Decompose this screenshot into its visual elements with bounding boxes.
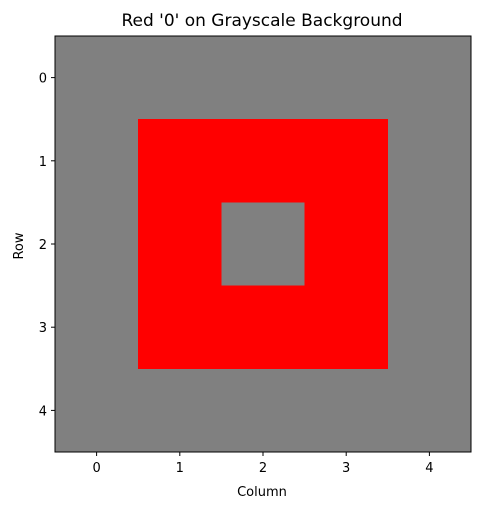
y-axis-label: Row <box>12 232 27 259</box>
y-tick-label: 1 <box>39 155 47 170</box>
x-tick-label: 0 <box>92 461 100 476</box>
heatmap-cell-r2-c0 <box>55 202 139 287</box>
heatmap-cell-r0-c4 <box>387 36 472 120</box>
heatmap-cell-r0-c1 <box>138 36 222 120</box>
heatmap-cell-r4-c3 <box>304 368 389 453</box>
heatmap-cell-r1-c3 <box>304 119 389 203</box>
x-tick-label: 2 <box>259 461 267 476</box>
heatmap-cell-r3-c4 <box>387 285 472 370</box>
heatmap-cell-r3-c2 <box>221 285 306 370</box>
y-tick-label: 3 <box>39 321 47 336</box>
y-axis-ticks: 0 1 2 3 4 <box>39 72 55 419</box>
chart-title: Red '0' on Grayscale Background <box>121 11 402 31</box>
heatmap-cell-r3-c3 <box>304 285 389 370</box>
heatmap-cell-r3-c0 <box>55 285 139 370</box>
y-tick-label: 4 <box>39 404 47 419</box>
x-tick-label: 3 <box>342 461 350 476</box>
heatmap-cell-r0-c3 <box>304 36 389 120</box>
y-tick-label: 0 <box>39 72 47 87</box>
heatmap-cell-r1-c2 <box>221 119 306 203</box>
heatmap-cell-r4-c1 <box>138 368 222 453</box>
heatmap-cells <box>55 36 472 453</box>
heatmap-cell-r2-c2 <box>221 202 306 287</box>
heatmap-cell-r4-c0 <box>55 368 139 453</box>
heatmap-cell-r4-c2 <box>221 368 306 453</box>
x-axis-label: Column <box>237 485 287 500</box>
heatmap-cell-r3-c1 <box>138 285 222 370</box>
heatmap-cell-r2-c4 <box>387 202 472 287</box>
x-tick-label: 1 <box>176 461 184 476</box>
x-axis-ticks: 0 1 2 3 4 <box>92 452 434 476</box>
heatmap-cell-r0-c2 <box>221 36 306 120</box>
heatmap-cell-r2-c3 <box>304 202 389 287</box>
heatmap-cell-r2-c1 <box>138 202 222 287</box>
x-tick-label: 4 <box>425 461 433 476</box>
heatmap-cell-r1-c0 <box>55 119 139 203</box>
heatmap-cell-r1-c1 <box>138 119 222 203</box>
heatmap-cell-r0-c0 <box>55 36 139 120</box>
heatmap-cell-r4-c4 <box>387 368 472 453</box>
heatmap-cell-r1-c4 <box>387 119 472 203</box>
y-tick-label: 2 <box>39 238 47 253</box>
